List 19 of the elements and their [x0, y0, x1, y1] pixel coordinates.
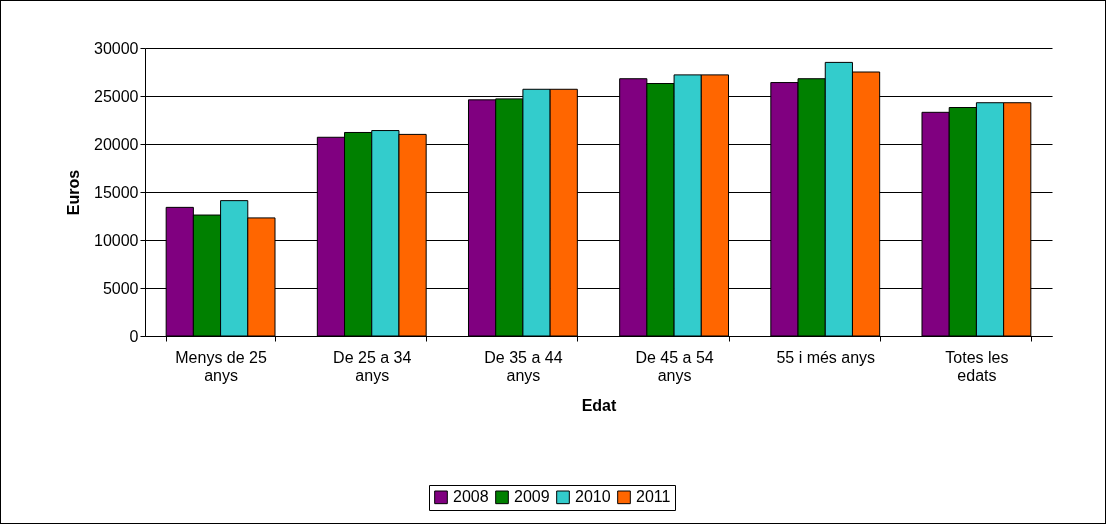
legend-label: 2009: [514, 488, 550, 506]
y-tick-label: 30000: [94, 39, 139, 57]
legend-label: 2010: [575, 488, 611, 506]
x-tick-label: Totes les edats: [945, 348, 1009, 384]
legend-label: 2008: [453, 488, 489, 506]
x-tick-label: De 45 a 54 anys: [635, 348, 714, 384]
legend-label: 2011: [636, 488, 671, 506]
y-tick-label: 10000: [94, 231, 139, 249]
y-axis-title: Euros: [65, 169, 83, 216]
x-tick-label: De 25 a 34 anys: [333, 348, 412, 384]
x-tick-label: Menys de 25 anys: [175, 348, 267, 384]
y-tick-label: 15000: [94, 183, 139, 201]
y-tick-label: 20000: [94, 135, 139, 153]
x-axis-title: Edat: [581, 396, 618, 414]
x-tick-label: De 35 a 44 anys: [484, 348, 563, 384]
x-tick-label: 55 i més anys: [776, 348, 876, 366]
y-tick-label: 25000: [94, 87, 139, 105]
y-tick-label: 0: [129, 327, 139, 345]
y-tick-label: 5000: [102, 279, 139, 297]
